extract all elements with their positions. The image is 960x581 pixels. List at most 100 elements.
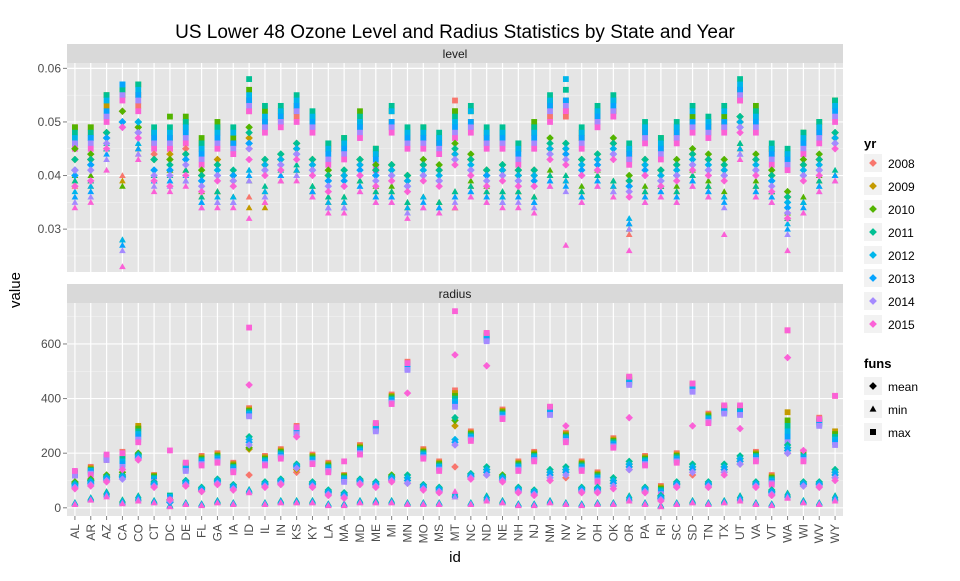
level-mean-point [831, 128, 839, 137]
level-min-point [435, 204, 443, 211]
level-max-point [372, 156, 379, 163]
radius-y-tick-label: 200 [41, 446, 61, 460]
radius-min-point [467, 501, 475, 508]
level-max-point [230, 129, 237, 136]
radius-mean-point [831, 476, 839, 485]
level-max-point [230, 124, 237, 131]
level-mean-point [657, 166, 665, 174]
radius-mean-point [720, 471, 728, 479]
level-min-point [134, 156, 142, 162]
radius-min-point [641, 501, 649, 508]
level-mean-point [245, 123, 253, 132]
level-mean-point [71, 155, 79, 164]
level-max-point [483, 145, 490, 152]
legend-yr-label: 2010 [888, 203, 915, 217]
level-max-point [167, 113, 173, 120]
radius-max-point [784, 428, 791, 435]
level-max-point [246, 92, 253, 99]
level-min-point [87, 193, 95, 200]
level-min-point [309, 188, 316, 195]
level-max-point [531, 124, 538, 131]
level-max-point [452, 129, 458, 136]
radius-mean-point [182, 482, 190, 490]
level-mean-point [704, 166, 713, 174]
level-mean-point [387, 166, 396, 174]
radius-min-point [119, 500, 126, 507]
radius-mean-point [657, 497, 665, 505]
legend-funs-swatch [870, 429, 876, 435]
level-mean-point [736, 118, 744, 126]
radius-mean-point [71, 484, 79, 493]
level-min-point [705, 182, 712, 189]
radius-max-point [103, 451, 110, 458]
level-mean-point [783, 209, 792, 217]
level-max-point [341, 135, 348, 141]
level-min-point [119, 236, 126, 243]
radius-max-point [420, 455, 427, 462]
level-mean-point [815, 155, 824, 164]
level-max-point [768, 151, 775, 158]
level-mean-point [387, 171, 396, 180]
level-mean-point [815, 171, 824, 180]
level-max-point [119, 92, 126, 99]
level-max-point [325, 161, 332, 168]
radius-max-point [784, 409, 791, 416]
level-mean-point [688, 144, 697, 153]
radius-mean-point [340, 494, 348, 503]
level-max-point [182, 113, 189, 120]
level-max-point [293, 119, 300, 125]
radius-min-point [673, 501, 681, 508]
level-min-point [641, 182, 649, 189]
level-min-point [641, 188, 649, 195]
level-max-point [357, 119, 363, 125]
level-mean-point [672, 166, 681, 174]
radius-max-point [325, 469, 332, 476]
radius-max-point [531, 458, 538, 465]
level-mean-point [577, 166, 586, 174]
radius-mean-point [752, 483, 760, 492]
level-max-point [721, 119, 728, 125]
radius-min-point [261, 501, 269, 508]
level-max-point [309, 124, 316, 131]
level-min-point [641, 198, 649, 205]
radius-max-point [562, 439, 569, 446]
level-max-point [404, 145, 411, 152]
level-mean-point [783, 214, 792, 223]
level-min-point [324, 193, 332, 200]
radius-min-point [451, 493, 459, 500]
radius-mean-point [118, 475, 127, 483]
radius-y-tick-label: 0 [54, 501, 61, 515]
level-min-point [435, 198, 443, 205]
level-min-point [467, 182, 475, 189]
level-max-point [341, 140, 348, 147]
level-max-point [499, 145, 506, 152]
level-min-point [134, 145, 142, 152]
radius-min-point [815, 501, 823, 508]
level-min-point [720, 188, 728, 195]
level-max-point [642, 119, 648, 125]
level-min-point [499, 198, 506, 205]
level-mean-point [71, 182, 79, 191]
level-mean-point [672, 155, 681, 164]
level-max-point [689, 102, 696, 109]
level-mean-point [150, 166, 158, 174]
level-min-point [562, 177, 570, 184]
level-max-point [737, 92, 743, 99]
legend-funs-swatch [869, 382, 877, 390]
level-max-point [357, 129, 363, 136]
level-min-point [119, 177, 126, 184]
level-max-point [562, 113, 569, 120]
level-max-point [230, 145, 237, 152]
radius-max-point [214, 459, 221, 466]
axes: 0.03 0.04 0.05 0.06 0 200 400 600 AL AR AZ CA CO CT DC… [38, 61, 842, 543]
level-max-point [626, 161, 633, 168]
legend-funs-label: mean [888, 380, 918, 394]
level-min-point [372, 198, 380, 205]
level-mean-point [609, 155, 618, 164]
level-max-point [404, 129, 411, 136]
level-mean-point [467, 171, 475, 180]
level-mean-point [641, 155, 649, 164]
level-mean-point [118, 123, 127, 132]
level-min-point [103, 150, 110, 157]
level-max-point [214, 135, 221, 141]
